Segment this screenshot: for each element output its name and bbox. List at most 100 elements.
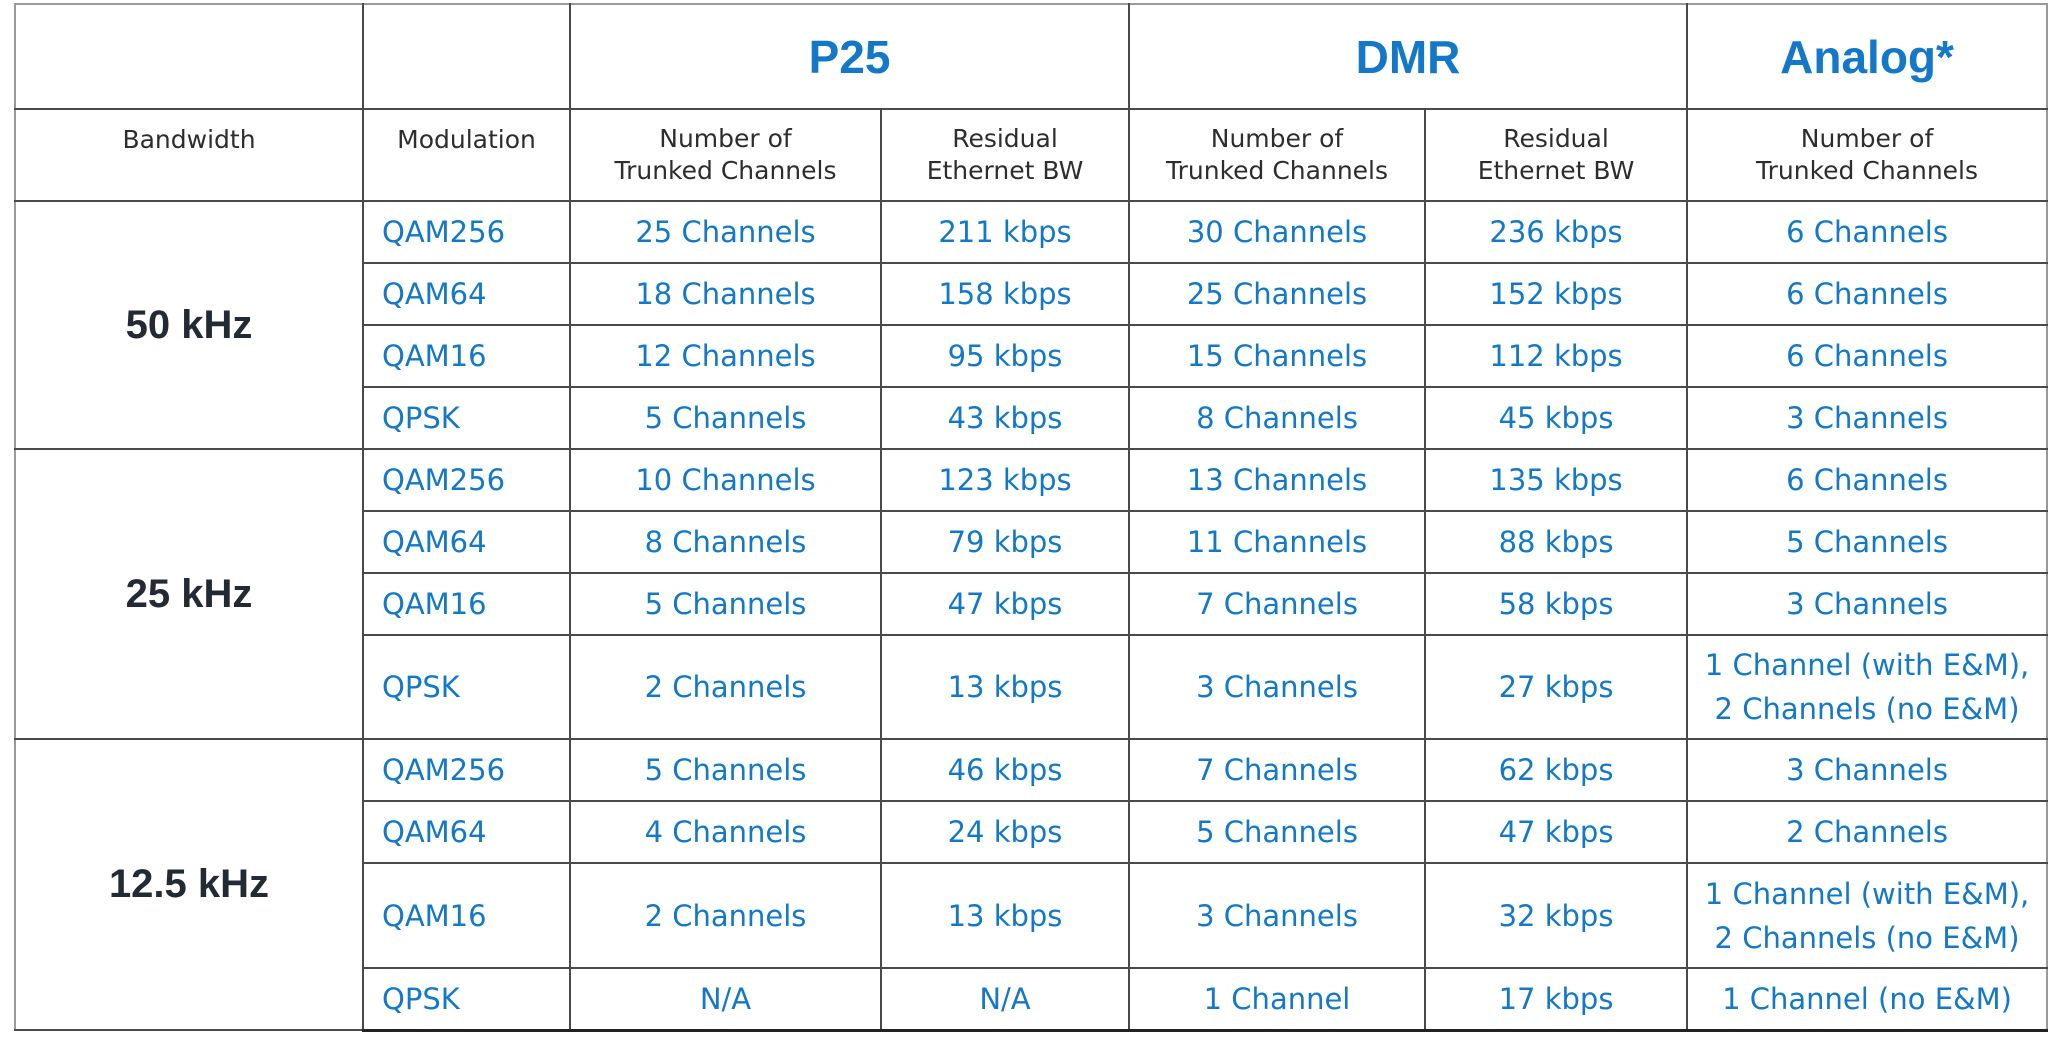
dmr-channels-cell: 15 Channels <box>1128 324 1427 388</box>
modulation-cell: QAM16 <box>362 572 571 636</box>
dmr-channels-cell: 3 Channels <box>1128 862 1427 969</box>
dmr-residual-cell: 112 kbps <box>1424 324 1689 388</box>
analog-channels-cell: 1 Channel (with E&M), 2 Channels (no E&M… <box>1686 634 2048 740</box>
column-header-row: Bandwidth Modulation Number of Trunked C… <box>14 108 2048 202</box>
p25-residual-cell: 123 kbps <box>879 448 1131 512</box>
p25-residual-cell: 211 kbps <box>879 200 1131 264</box>
p25-channels-cell: 10 Channels <box>569 448 882 512</box>
dmr-residual-cell: 152 kbps <box>1424 262 1689 326</box>
modulation-column-header: Modulation <box>362 108 571 202</box>
dmr-residual-cell: 45 kbps <box>1424 386 1689 450</box>
dmr-channels-cell: 11 Channels <box>1128 510 1427 574</box>
dmr-residual-cell: 32 kbps <box>1424 862 1689 969</box>
dmr-residual-cell: 236 kbps <box>1424 200 1689 264</box>
p25-residual-column-header: Residual Ethernet BW <box>879 108 1131 202</box>
table-row: QAM64 18 Channels 158 kbps 25 Channels 1… <box>15 262 2048 326</box>
p25-channels-cell: 5 Channels <box>569 386 882 450</box>
p25-residual-cell: 95 kbps <box>879 324 1131 388</box>
p25-residual-cell: N/A <box>879 967 1131 1032</box>
p25-channels-cell: 18 Channels <box>569 262 882 326</box>
modulation-cell: QAM16 <box>362 324 571 388</box>
analog-channels-cell: 6 Channels <box>1686 324 2048 388</box>
modulation-cell: QPSK <box>362 967 571 1032</box>
dmr-channels-column-header: Number of Trunked Channels <box>1128 108 1427 202</box>
table-row: QAM64 8 Channels 79 kbps 11 Channels 88 … <box>15 510 2048 574</box>
modulation-cell: QPSK <box>362 386 571 450</box>
modulation-cell: QAM256 <box>362 200 571 264</box>
p25-residual-cell: 43 kbps <box>879 386 1131 450</box>
channel-capacity-table-container: P25 DMR Analog* Bandwidth Modulation Num… <box>14 3 2048 1032</box>
modulation-cell: QAM256 <box>362 738 571 802</box>
analog-channels-cell: 1 Channel (no E&M) <box>1686 967 2048 1032</box>
dmr-residual-cell: 47 kbps <box>1424 800 1689 864</box>
dmr-channels-cell: 1 Channel <box>1128 967 1427 1032</box>
analog-channels-cell: 3 Channels <box>1686 386 2048 450</box>
dmr-residual-cell: 135 kbps <box>1424 448 1689 512</box>
p25-residual-cell: 47 kbps <box>879 572 1131 636</box>
analog-channels-cell: 3 Channels <box>1686 738 2048 802</box>
empty-modulation-header-cell <box>362 3 571 110</box>
dmr-channels-cell: 3 Channels <box>1128 634 1427 740</box>
dmr-residual-cell: 27 kbps <box>1424 634 1689 740</box>
p25-channels-cell: 4 Channels <box>569 800 882 864</box>
dmr-channels-cell: 30 Channels <box>1128 200 1427 264</box>
p25-channels-cell: 5 Channels <box>569 572 882 636</box>
analog-channels-cell: 6 Channels <box>1686 200 2048 264</box>
p25-channels-cell: 2 Channels <box>569 862 882 969</box>
p25-header: P25 <box>568 3 1131 110</box>
dmr-channels-cell: 7 Channels <box>1128 572 1427 636</box>
modulation-cell: QAM64 <box>362 510 571 574</box>
dmr-residual-cell: 58 kbps <box>1424 572 1689 636</box>
p25-residual-cell: 158 kbps <box>879 262 1131 326</box>
analog-channels-cell: 1 Channel (with E&M), 2 Channels (no E&M… <box>1686 862 2048 969</box>
p25-channels-cell: 12 Channels <box>569 324 882 388</box>
p25-residual-cell: 13 kbps <box>879 634 1131 740</box>
analog-channels-cell: 6 Channels <box>1686 262 2048 326</box>
dmr-residual-cell: 62 kbps <box>1424 738 1689 802</box>
bandwidth-column-header: Bandwidth <box>14 108 364 202</box>
p25-channels-cell: 25 Channels <box>569 200 882 264</box>
bandwidth-12-5khz-cell: 12.5 kHz <box>14 738 364 1031</box>
table-row: 50 kHz QAM256 25 Channels 211 kbps 30 Ch… <box>14 200 2048 450</box>
table-row: QAM16 12 Channels 95 kbps 15 Channels 11… <box>15 324 2048 388</box>
table-row: QAM16 5 Channels 47 kbps 7 Channels 58 k… <box>15 572 2048 636</box>
bandwidth-25khz-cell: 25 kHz <box>14 448 364 740</box>
p25-channels-cell: 2 Channels <box>569 634 882 740</box>
table-row: 12.5 kHz QAM256 5 Channels 46 kbps 7 Cha… <box>14 738 2048 1031</box>
p25-channels-cell: N/A <box>569 967 882 1032</box>
p25-residual-cell: 79 kbps <box>879 510 1131 574</box>
modulation-cell: QAM64 <box>362 262 571 326</box>
analog-channels-cell: 6 Channels <box>1686 448 2048 512</box>
table-row: QAM64 4 Channels 24 kbps 5 Channels 47 k… <box>15 800 2048 864</box>
dmr-channels-cell: 7 Channels <box>1128 738 1427 802</box>
p25-residual-cell: 13 kbps <box>879 862 1131 969</box>
p25-residual-cell: 24 kbps <box>879 800 1131 864</box>
analog-header: Analog* <box>1686 3 2048 110</box>
protocol-header-row: P25 DMR Analog* <box>14 3 2048 110</box>
analog-channels-column-header: Number of Trunked Channels <box>1686 108 2048 202</box>
dmr-residual-cell: 88 kbps <box>1424 510 1689 574</box>
dmr-channels-cell: 13 Channels <box>1128 448 1427 512</box>
table-row: 25 kHz QAM256 10 Channels 123 kbps 13 Ch… <box>14 448 2048 740</box>
table-row: QPSK 5 Channels 43 kbps 8 Channels 45 kb… <box>15 386 2048 450</box>
analog-channels-cell: 5 Channels <box>1686 510 2048 574</box>
empty-corner-cell <box>14 3 364 110</box>
channel-capacity-table: P25 DMR Analog* Bandwidth Modulation Num… <box>14 3 2048 1032</box>
p25-residual-cell: 46 kbps <box>879 738 1131 802</box>
dmr-channels-cell: 8 Channels <box>1128 386 1427 450</box>
modulation-cell: QAM256 <box>362 448 571 512</box>
dmr-header: DMR <box>1128 3 1689 110</box>
bandwidth-50khz-cell: 50 kHz <box>14 200 364 450</box>
modulation-cell: QAM64 <box>362 800 571 864</box>
modulation-cell: QAM16 <box>362 862 571 969</box>
analog-channels-cell: 3 Channels <box>1686 572 2048 636</box>
dmr-channels-cell: 5 Channels <box>1128 800 1427 864</box>
table-row: QPSK 2 Channels 13 kbps 3 Channels 27 kb… <box>15 634 2048 740</box>
analog-channels-cell: 2 Channels <box>1686 800 2048 864</box>
modulation-cell: QPSK <box>362 634 571 740</box>
dmr-channels-cell: 25 Channels <box>1128 262 1427 326</box>
p25-channels-cell: 5 Channels <box>569 738 882 802</box>
p25-channels-column-header: Number of Trunked Channels <box>569 108 882 202</box>
p25-channels-cell: 8 Channels <box>569 510 882 574</box>
dmr-residual-column-header: Residual Ethernet BW <box>1424 108 1689 202</box>
